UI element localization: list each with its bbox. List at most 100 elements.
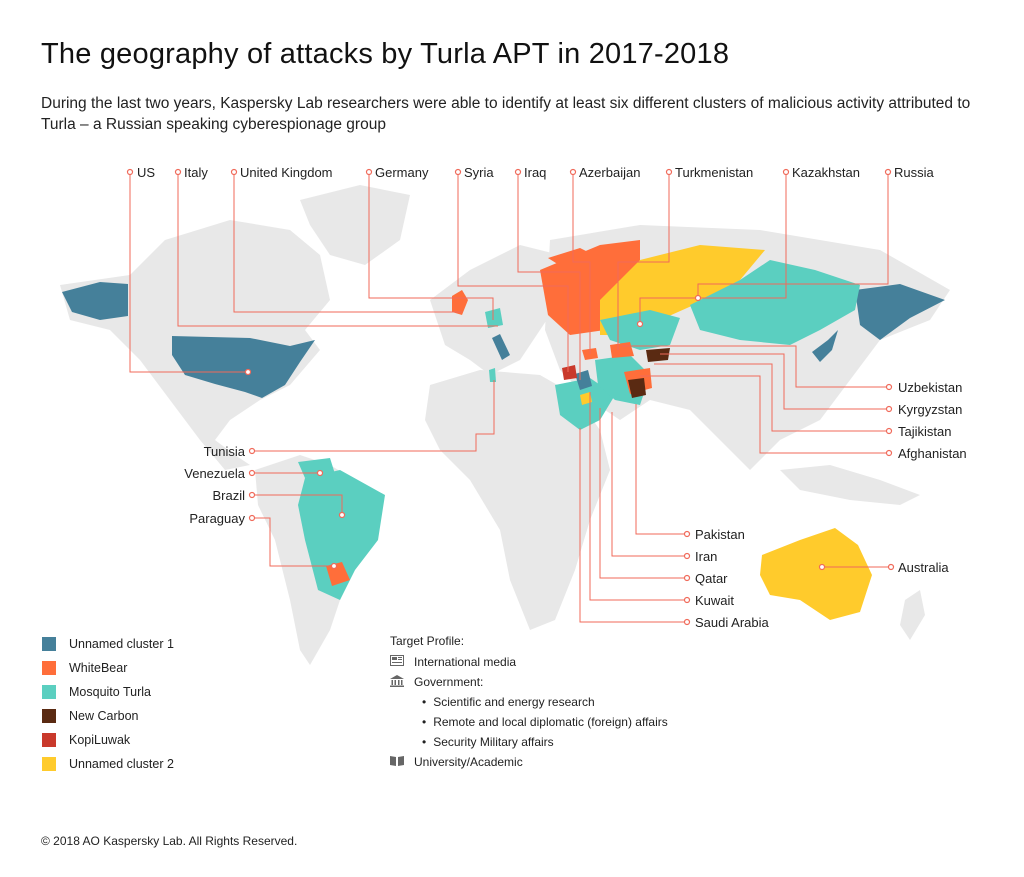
leader-russia <box>697 172 889 298</box>
dot-us <box>126 168 134 176</box>
leader-italy <box>177 172 498 327</box>
legend-item-new-carbon: New Carbon <box>42 704 174 728</box>
legend-item-unnamed-cluster-2: Unnamed cluster 2 <box>42 752 174 776</box>
page-subtitle: During the last two years, Kaspersky Lab… <box>41 95 971 133</box>
leader-qatar <box>599 408 686 579</box>
label-us: US <box>137 165 155 180</box>
label-pakistan: Pakistan <box>695 527 745 542</box>
legend-swatch <box>42 709 56 723</box>
dot-paraguay <box>248 514 256 522</box>
country-kazakhstan <box>600 310 680 350</box>
government-building-icon <box>390 674 404 690</box>
dot-tajikistan <box>885 427 893 435</box>
label-united-kingdom: United Kingdom <box>240 165 333 180</box>
label-turkmenistan: Turkmenistan <box>675 165 753 180</box>
land-africa <box>425 370 610 630</box>
legend-label: Mosquito Turla <box>69 685 151 699</box>
legend-label: Unnamed cluster 1 <box>69 637 174 651</box>
country-italy <box>492 334 510 360</box>
country-qatar <box>580 392 592 405</box>
leader-uk <box>233 172 462 313</box>
legend-item-whitebear: WhiteBear <box>42 656 174 680</box>
label-uzbekistan: Uzbekistan <box>898 380 962 395</box>
leader-iran <box>611 412 686 557</box>
legend-swatch <box>42 637 56 651</box>
dot-map-russia <box>694 294 702 302</box>
legend-item-mosquito-turla: Mosquito Turla <box>42 680 174 704</box>
newspaper-icon <box>390 655 404 669</box>
country-russia-siberia <box>690 260 860 345</box>
profile-gov-item: Security Military affairs <box>390 732 668 752</box>
dot-tunisia <box>248 447 256 455</box>
dot-map-brazil <box>338 511 346 519</box>
copyright-footer: © 2018 AO Kaspersky Lab. All Rights Rese… <box>41 834 298 848</box>
dot-syria <box>454 168 462 176</box>
leader-germany <box>368 172 494 320</box>
label-russia: Russia <box>894 165 935 180</box>
country-alaska <box>62 282 128 320</box>
legend-label: WhiteBear <box>69 661 128 675</box>
legend-swatch <box>42 757 56 771</box>
label-azerbaijan: Azerbaijan <box>579 165 640 180</box>
country-australia <box>760 528 872 620</box>
page-title: The geography of attacks by Turla APT in… <box>41 38 730 70</box>
label-kuwait: Kuwait <box>695 593 734 608</box>
dot-brazil <box>248 491 256 499</box>
dot-map-venezuela <box>316 469 324 477</box>
leader-saudi-arabia <box>579 428 686 623</box>
dot-map-australia <box>818 563 826 571</box>
label-iraq: Iraq <box>524 165 546 180</box>
dot-italy <box>174 168 182 176</box>
profile-government-label: Government: <box>414 675 484 689</box>
country-syria <box>562 365 577 380</box>
leader-kuwait <box>589 392 686 601</box>
leader-azerbaijan <box>572 172 591 354</box>
leader-lines <box>129 172 890 623</box>
country-russia-east <box>855 284 945 340</box>
label-kazakhstan: Kazakhstan <box>792 165 860 180</box>
profile-item-media: International media <box>390 652 668 672</box>
dot-iran <box>683 552 691 560</box>
dot-map-us <box>244 368 252 376</box>
legend-swatch <box>42 685 56 699</box>
profile-gov-item: Scientific and energy research <box>390 692 668 712</box>
profile-item-academic: University/Academic <box>390 752 668 772</box>
country-germany <box>485 308 503 328</box>
leader-tajikistan <box>654 363 886 432</box>
leader-kazakhstan <box>639 172 787 324</box>
legend-label: KopiLuwak <box>69 733 131 747</box>
dot-azerbaijan <box>569 168 577 176</box>
dot-map-kazakhstan <box>636 320 644 328</box>
label-afghanistan: Afghanistan <box>898 446 967 461</box>
label-paraguay: Paraguay <box>189 511 245 526</box>
country-pakistan <box>628 378 646 398</box>
dot-afghanistan <box>885 449 893 457</box>
leader-endpoints <box>126 168 895 626</box>
legend-item-kopiluwak: KopiLuwak <box>42 728 174 752</box>
dot-germany <box>365 168 373 176</box>
country-tunisia <box>489 368 496 382</box>
profile-gov-item: Remote and local diplomatic (foreign) af… <box>390 712 668 732</box>
leader-syria <box>457 172 569 372</box>
profile-item-government: Government: <box>390 672 668 692</box>
legend-item-unnamed-cluster-1: Unnamed cluster 1 <box>42 632 174 656</box>
dot-uzbekistan <box>885 383 893 391</box>
label-qatar: Qatar <box>695 571 728 586</box>
dot-saudi-arabia <box>683 618 691 626</box>
leader-afghanistan <box>640 375 886 454</box>
target-profile-heading: Target Profile: <box>390 634 465 648</box>
target-profile: Target Profile: International media Gove… <box>390 634 668 772</box>
label-germany: Germany <box>375 165 429 180</box>
dot-qatar <box>683 574 691 582</box>
label-brazil: Brazil <box>212 488 245 503</box>
profile-academic-label: University/Academic <box>414 755 523 769</box>
leader-iraq <box>517 172 581 380</box>
country-brazil <box>298 470 385 600</box>
leader-us <box>129 172 248 373</box>
dot-turkmenistan <box>665 168 673 176</box>
dot-uk <box>230 168 238 176</box>
land-indonesia <box>780 465 920 505</box>
profile-media-label: International media <box>414 655 517 669</box>
label-tajikistan: Tajikistan <box>898 424 951 439</box>
